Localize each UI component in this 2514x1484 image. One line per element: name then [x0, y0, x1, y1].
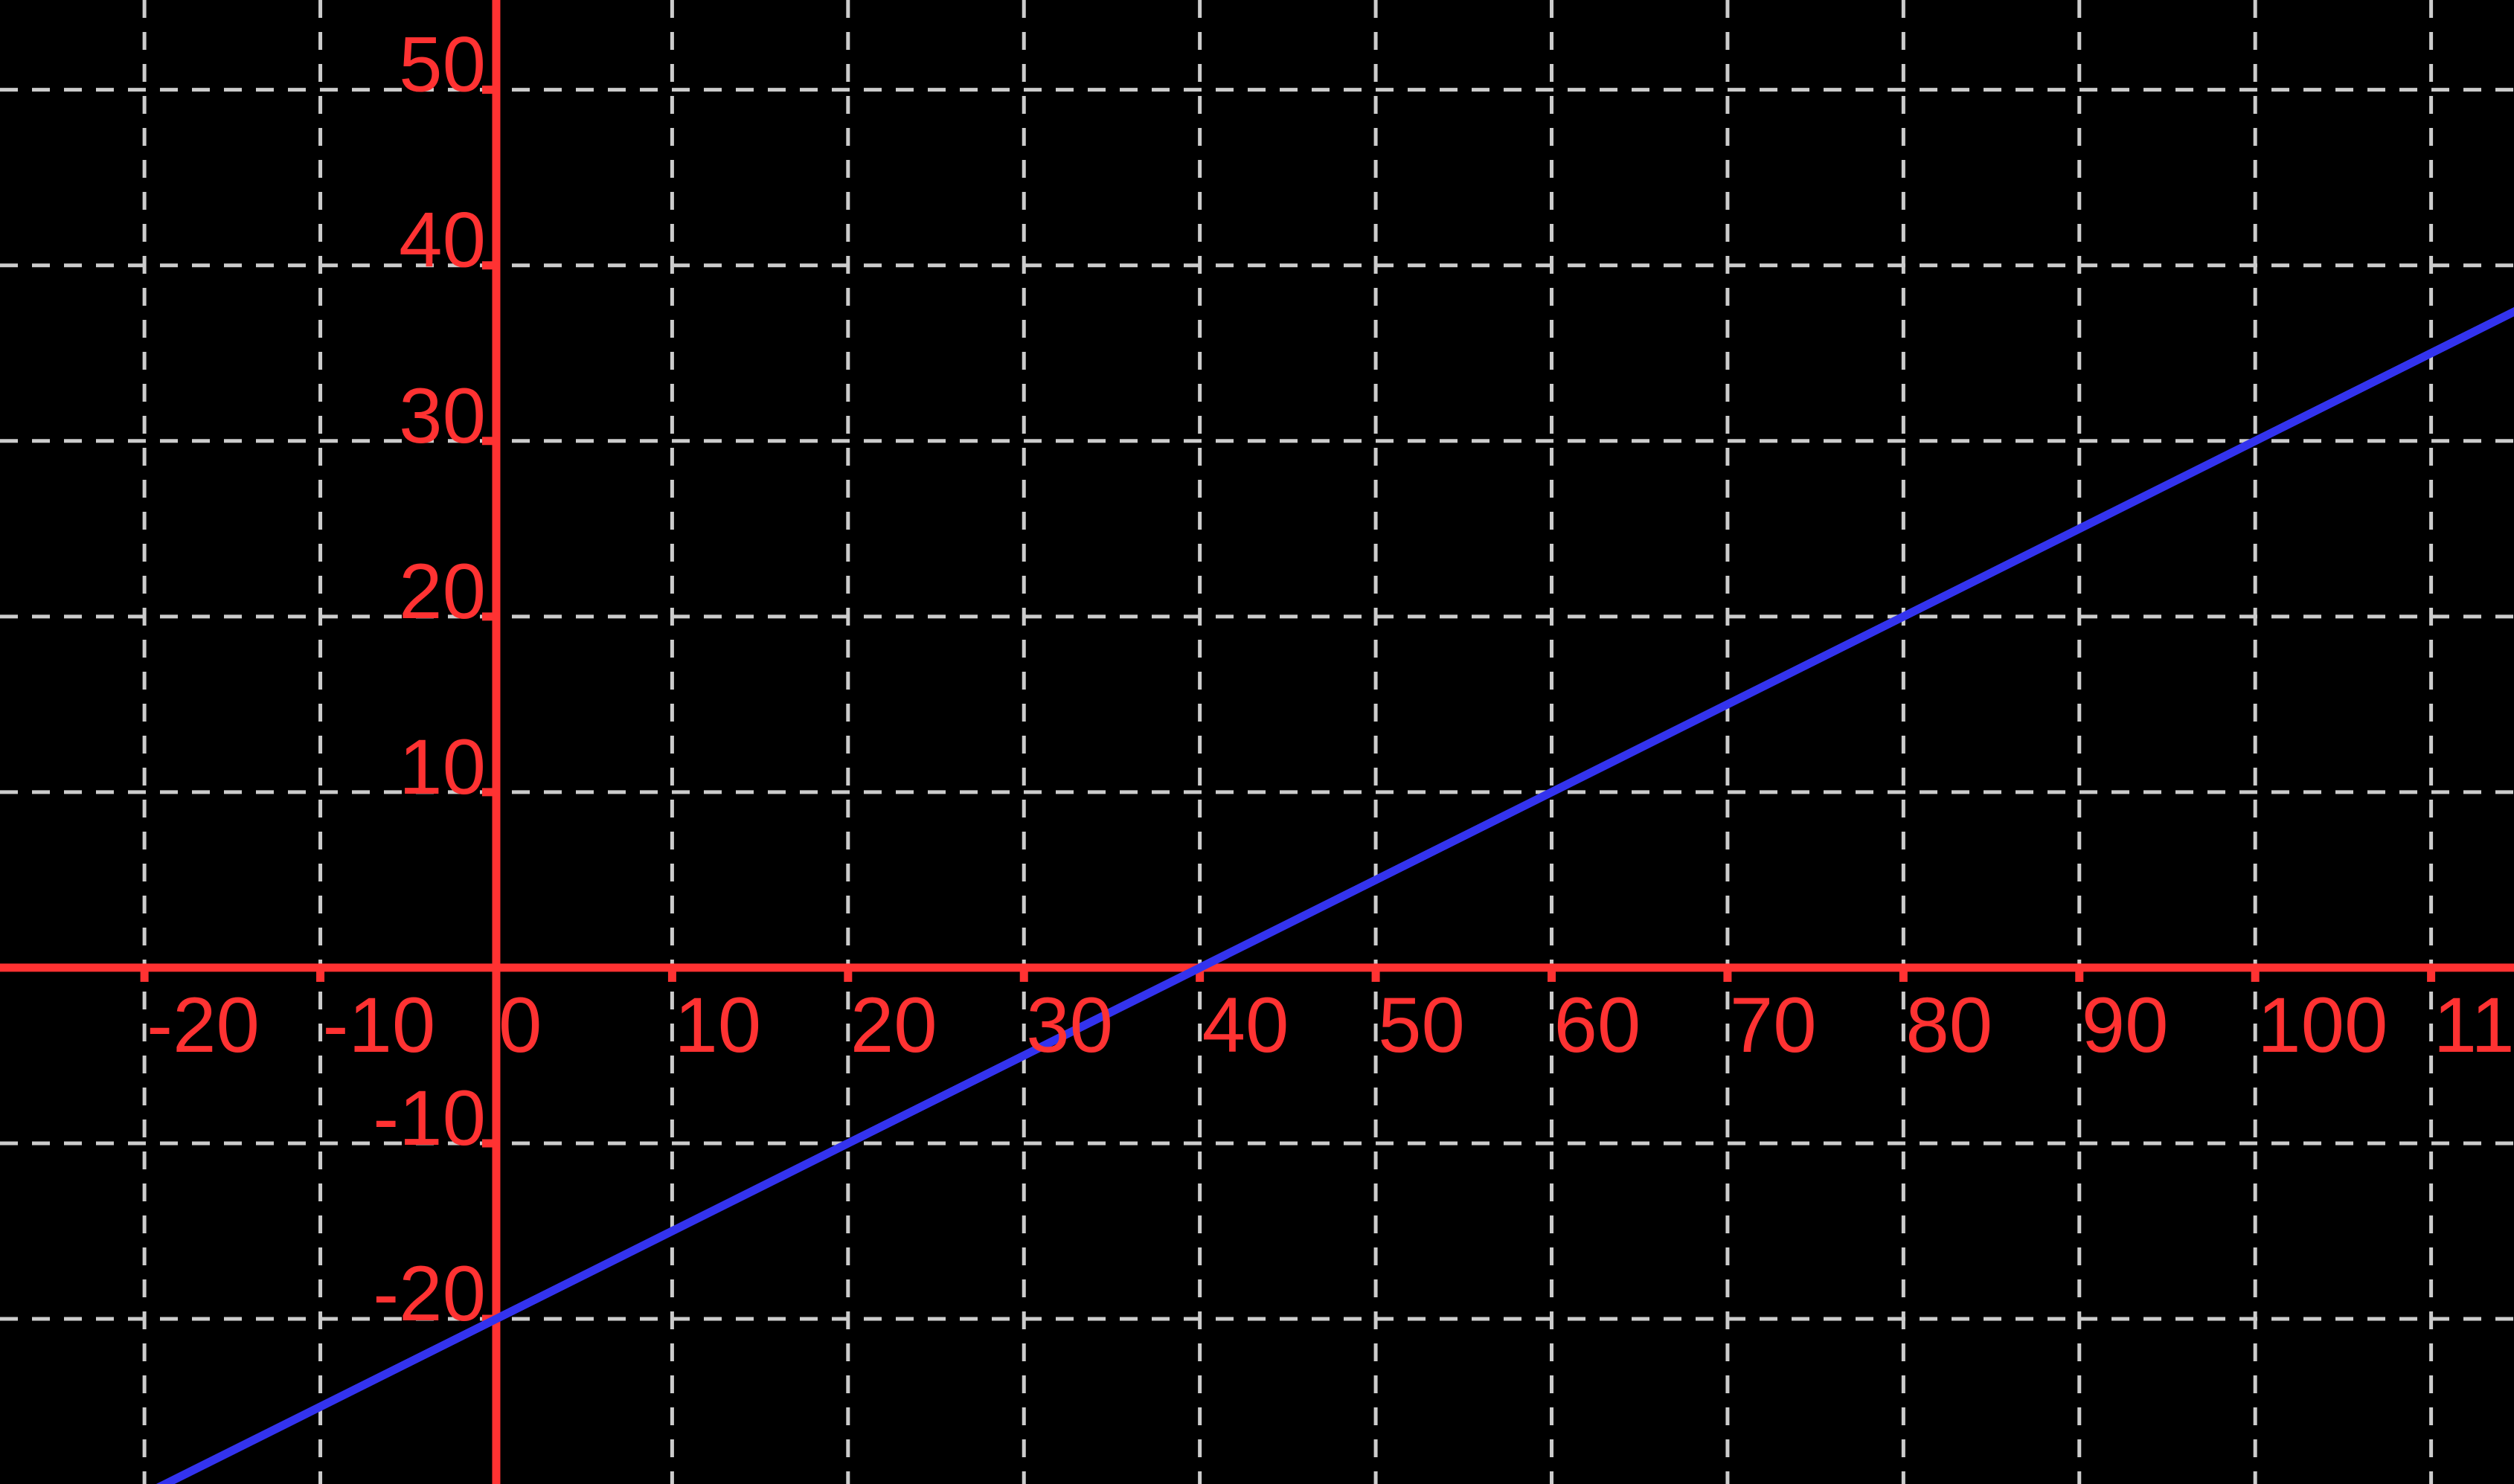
svg-text:50: 50	[1378, 982, 1465, 1069]
svg-text:40: 40	[399, 197, 486, 284]
svg-text:30: 30	[399, 373, 486, 460]
svg-text:-20: -20	[147, 982, 260, 1069]
svg-text:10: 10	[674, 982, 761, 1069]
svg-text:0: 0	[498, 982, 542, 1069]
svg-text:100: 100	[2257, 982, 2388, 1069]
svg-text:70: 70	[1730, 982, 1817, 1069]
svg-text:110: 110	[2434, 982, 2514, 1069]
svg-text:10: 10	[399, 724, 486, 811]
svg-text:20: 20	[399, 548, 486, 635]
svg-text:80: 80	[1905, 982, 1992, 1069]
svg-text:90: 90	[2082, 982, 2169, 1069]
svg-text:-20: -20	[373, 1250, 486, 1337]
svg-text:50: 50	[399, 22, 486, 109]
svg-text:20: 20	[850, 982, 937, 1069]
svg-text:60: 60	[1554, 982, 1641, 1069]
svg-text:30: 30	[1026, 982, 1113, 1069]
svg-text:-10: -10	[323, 982, 436, 1069]
svg-text:40: 40	[1202, 982, 1289, 1069]
svg-text:-10: -10	[373, 1075, 486, 1162]
